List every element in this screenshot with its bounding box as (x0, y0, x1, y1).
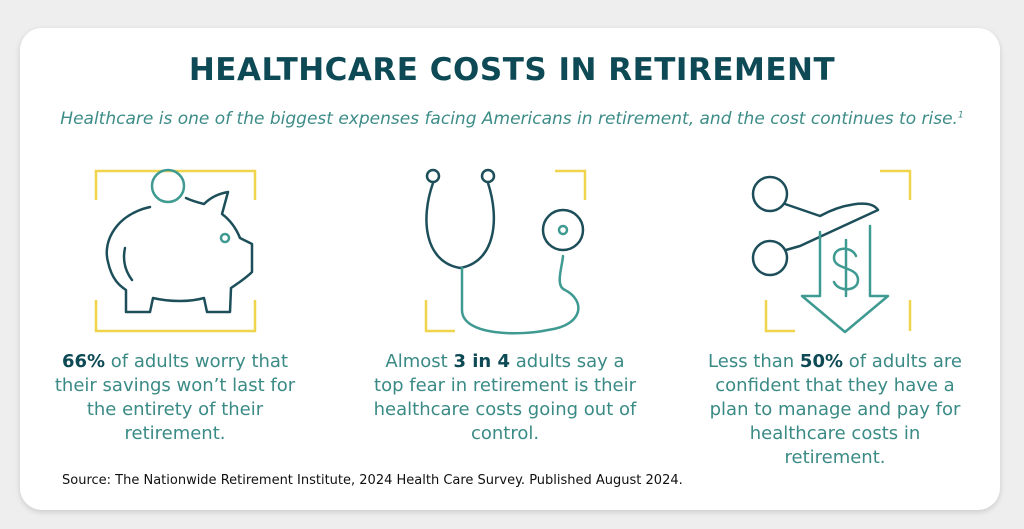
stat-highlight: 3 in 4 (453, 351, 511, 372)
stat-text: Almost (385, 351, 454, 372)
stat-text: Less than (708, 351, 800, 372)
stat: 66% of adults worry that their savings w… (40, 350, 310, 446)
card (20, 28, 1000, 510)
stat-highlight: 66% (61, 351, 106, 372)
tube (425, 181, 496, 270)
footnote-mark: 1 (957, 110, 964, 121)
stat-text: adults say a top fear in retirement is t… (373, 351, 637, 444)
subtitle-text: Healthcare is one of the biggest expense… (60, 109, 958, 129)
dollar (832, 238, 860, 298)
subtitle: Healthcare is one of the biggest expense… (0, 109, 1024, 129)
chestpiece (541, 208, 585, 252)
stat: Less than 50% of adults are confident th… (700, 350, 970, 470)
pig-leg (122, 246, 134, 282)
chestpiece-center (557, 224, 569, 236)
coin (150, 168, 186, 204)
stat-text: of adults are confident that they have a… (709, 351, 962, 468)
handle (751, 175, 789, 213)
pig-eye (219, 232, 231, 244)
stat: Almost 3 in 4 adults say a top fear in r… (370, 350, 640, 446)
pig (105, 190, 254, 314)
blade (783, 202, 880, 252)
stat-text: of adults worry that their savings won’t… (54, 351, 296, 444)
stat-highlight: 50% (799, 351, 844, 372)
ear (425, 168, 441, 184)
arrow (800, 224, 890, 334)
frame (764, 169, 912, 333)
tube2 (460, 254, 580, 335)
frame (424, 169, 587, 333)
handle (751, 239, 789, 277)
source: Source: The Nationwide Retirement Instit… (62, 473, 683, 488)
ear (480, 168, 496, 184)
title: HEALTHCARE COSTS IN RETIREMENT (188, 52, 836, 88)
